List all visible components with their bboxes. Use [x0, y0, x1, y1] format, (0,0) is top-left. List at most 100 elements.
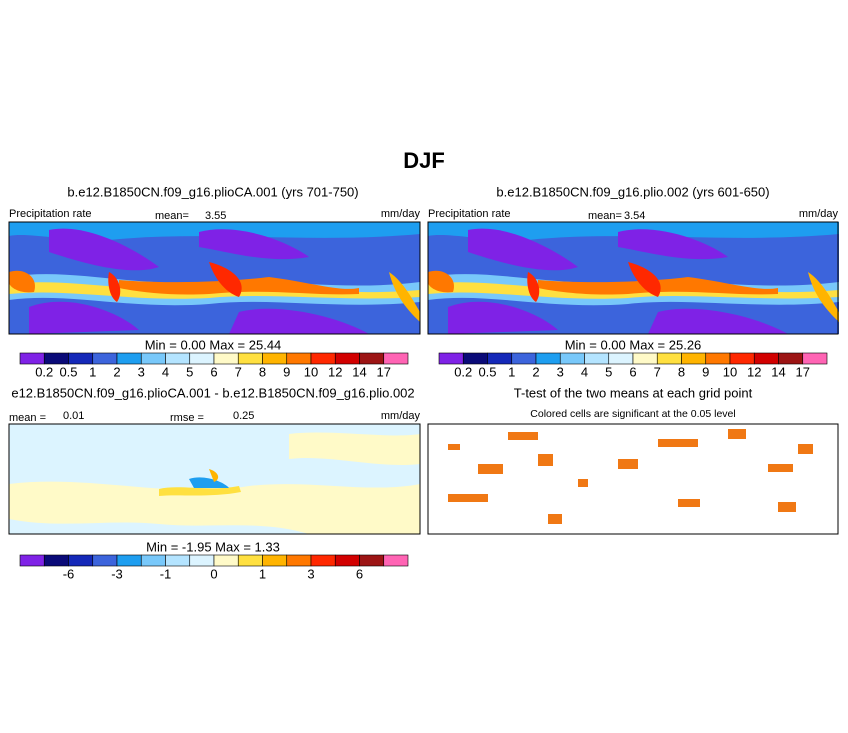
variable-label: Precipitation rate — [9, 208, 92, 220]
variable-label: Precipitation rate — [428, 208, 511, 220]
colorbar-label: 10 — [723, 364, 737, 379]
panel-title: T-test of the two means at each grid poi… — [514, 385, 753, 400]
colorbar-label: -6 — [63, 566, 75, 581]
figure-title: DJF — [403, 148, 445, 173]
colorbar-label: 6 — [356, 566, 363, 581]
min-max: Min = 0.00 Max = 25.26 — [565, 337, 702, 352]
colorbar-box — [359, 352, 385, 365]
colorbar-box — [189, 554, 215, 567]
panel-title: b.e12.B1850CN.f09_g16.plio.002 (yrs 601-… — [496, 184, 769, 199]
colorbar-box — [262, 352, 288, 365]
map — [427, 423, 839, 535]
colorbar-box — [802, 352, 828, 365]
colorbar-box — [359, 554, 385, 567]
colorbar-box — [584, 352, 610, 365]
colorbar-box — [778, 352, 804, 365]
colorbar-box — [608, 352, 634, 365]
colorbar-box — [213, 352, 239, 365]
colorbar-box — [189, 352, 215, 365]
colorbar-label: 1 — [89, 364, 96, 379]
colorbar-box — [116, 554, 142, 567]
colorbar-label: 12 — [747, 364, 761, 379]
colorbar-box — [116, 352, 142, 365]
colorbar-label: 2 — [532, 364, 539, 379]
colorbar: -6 -3 -1 0 1 3 6 — [19, 554, 409, 581]
colorbar-box — [334, 352, 360, 365]
colorbar-label: 8 — [259, 364, 266, 379]
min-max: Min = 0.00 Max = 25.44 — [145, 337, 282, 352]
units: mm/day — [381, 208, 421, 220]
colorbar-box — [165, 554, 191, 567]
colorbar-label: 14 — [771, 364, 785, 379]
colorbar-box — [632, 352, 658, 365]
panel-title: b.e12.B1850CN.f09_g16.plioCA.001 (yrs 70… — [67, 184, 358, 199]
colorbar-box — [383, 554, 409, 567]
colorbar-label: 4 — [162, 364, 169, 379]
colorbar-box — [681, 352, 707, 365]
colorbar-label: 0.2 — [454, 364, 472, 379]
units: mm/day — [799, 208, 839, 220]
mean-label: mean= — [588, 210, 622, 222]
colorbar-box — [535, 352, 561, 365]
colorbar-label: 5 — [186, 364, 193, 379]
colorbar-box — [286, 554, 312, 567]
colorbar-label: 4 — [581, 364, 588, 379]
colorbar-label: 2 — [113, 364, 120, 379]
colorbar-label: 6 — [210, 364, 217, 379]
colorbar-box — [19, 554, 45, 567]
colorbar-box — [438, 352, 464, 365]
colorbar-label: 9 — [702, 364, 709, 379]
colorbar-box — [705, 352, 731, 365]
panel-subtitle: Colored cells are significant at the 0.0… — [530, 408, 735, 420]
mean-value: 0.01 — [63, 410, 84, 422]
colorbar-label: 0.5 — [59, 364, 77, 379]
colorbar-label: 8 — [678, 364, 685, 379]
colorbar-label: 5 — [605, 364, 612, 379]
panel-title: e12.B1850CN.f09_g16.plioCA.001 - b.e12.B… — [11, 385, 414, 400]
colorbar-label: 0 — [210, 566, 217, 581]
colorbar-box — [310, 352, 336, 365]
map — [8, 423, 421, 535]
colorbar-label: 17 — [796, 364, 810, 379]
colorbar-box — [92, 352, 118, 365]
map — [427, 221, 839, 335]
colorbar-label: 3 — [307, 566, 314, 581]
colorbar-box — [237, 352, 263, 365]
colorbar-label: 1 — [259, 566, 266, 581]
colorbar-label: 1 — [508, 364, 515, 379]
mean-value: 3.54 — [624, 210, 645, 222]
colorbar-box — [729, 352, 755, 365]
mean-label: mean= — [155, 210, 189, 222]
colorbar-box — [19, 352, 45, 365]
colorbar-box — [511, 352, 537, 365]
colorbar-box — [140, 554, 166, 567]
mean-label: mean = — [9, 412, 46, 424]
rmse-label: rmse = — [170, 412, 204, 424]
colorbar-box — [165, 352, 191, 365]
colorbar-box — [92, 554, 118, 567]
colorbar: 0.2 0.5 1 2 3 4 5 6 7 8 9 10 12 14 17 — [438, 352, 828, 379]
colorbar-box — [487, 352, 513, 365]
colorbar-box — [43, 554, 69, 567]
rmse-value: 0.25 — [233, 410, 254, 422]
colorbar-box — [237, 554, 263, 567]
colorbar-box — [462, 352, 488, 365]
colorbar-box — [286, 352, 312, 365]
colorbar-box — [213, 554, 239, 567]
colorbar-box — [753, 352, 779, 365]
mean-value: 3.55 — [205, 210, 226, 222]
colorbar-label: 10 — [304, 364, 318, 379]
colorbar-label: -3 — [111, 566, 123, 581]
colorbar-box — [68, 554, 94, 567]
colorbar-label: 7 — [235, 364, 242, 379]
colorbar-box — [334, 554, 360, 567]
colorbar-label: 0.5 — [478, 364, 496, 379]
colorbar-box — [68, 352, 94, 365]
colorbar-label: 9 — [283, 364, 290, 379]
colorbar-box — [559, 352, 585, 365]
colorbar-box — [656, 352, 682, 365]
colorbar-label: -1 — [160, 566, 172, 581]
colorbar-label: 17 — [377, 364, 391, 379]
colorbar-box — [140, 352, 166, 365]
